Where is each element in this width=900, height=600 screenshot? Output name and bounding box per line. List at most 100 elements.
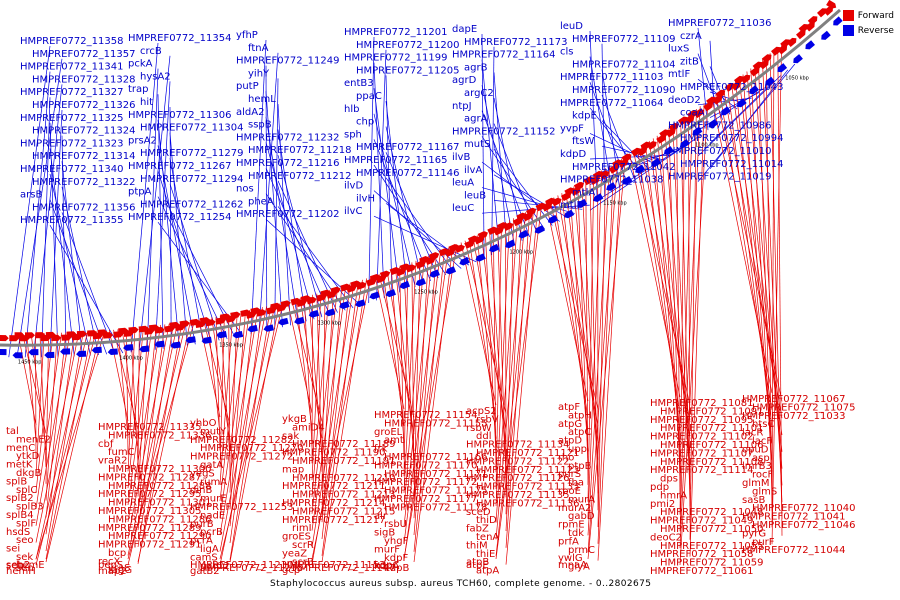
reverse-label-connector	[265, 116, 299, 324]
forward-gene-label: camS	[190, 552, 218, 563]
reverse-gene-label: yvpF	[560, 123, 584, 134]
forward-gene-label: opuD	[742, 444, 769, 455]
reverse-label-connector	[61, 212, 116, 354]
reverse-label-connector	[157, 145, 196, 345]
forward-label-connector	[495, 203, 543, 560]
reverse-label-connector	[49, 225, 124, 354]
reverse-label-connector	[589, 56, 613, 193]
forward-gene-arrow	[306, 296, 317, 305]
reverse-gene-label: leuB	[464, 190, 486, 201]
forward-label-connector	[137, 323, 174, 548]
reverse-label-connector	[493, 148, 553, 226]
forward-label-connector	[45, 332, 67, 518]
forward-label-connector	[413, 252, 437, 536]
forward-gene-arrow	[535, 202, 546, 212]
forward-gene-label: rho	[558, 452, 574, 463]
forward-gene-arrow	[706, 96, 716, 106]
reverse-gene-label: coaA	[680, 108, 705, 119]
reverse-label-connector	[169, 106, 172, 348]
forward-gene-arrow	[545, 197, 556, 207]
reverse-gene-arrow	[720, 106, 731, 116]
reverse-gene-arrow	[547, 214, 559, 224]
forward-gene-label: HMPREF0772_11301	[108, 498, 211, 509]
forward-gene-label: dinB	[190, 485, 212, 496]
forward-gene-label: atpH	[568, 410, 592, 421]
reverse-gene-arrow	[0, 349, 7, 356]
reverse-gene-label: HMPREF0772_11267	[128, 161, 231, 172]
scale-tick-label: 1200 kbp	[510, 250, 534, 256]
forward-label-connector	[311, 287, 338, 514]
forward-gene-label: lmrB3	[742, 461, 772, 472]
forward-gene-label: frk	[374, 444, 388, 455]
reverse-gene-label: HMPREF0772_11355	[20, 215, 123, 226]
forward-gene-label: atpE	[466, 560, 489, 571]
forward-gene-label: splB	[6, 476, 27, 487]
forward-gene-label: tagG	[108, 565, 132, 576]
forward-gene-label: rpoE	[558, 486, 581, 497]
forward-label-connector	[45, 331, 84, 552]
forward-label-connector	[762, 59, 783, 503]
reverse-gene-label: HMPREF0772_11038	[560, 175, 663, 186]
forward-gene-arrow	[399, 263, 410, 272]
reverse-gene-arrow	[44, 351, 55, 359]
reverse-gene-label: HMPREF0772_11216	[236, 158, 339, 169]
forward-label-connector	[127, 326, 144, 489]
forward-gene-arrow	[740, 74, 751, 84]
legend-item-reverse: Reverse	[842, 23, 894, 38]
reverse-gene-label: crcB	[140, 46, 162, 57]
forward-gene-label: map2	[98, 566, 127, 577]
scale-ticks: 1450 kbp 1400 kbp 1350 kbp 1300 kbp 1250 kbp…	[18, 76, 809, 366]
forward-gene-label: ptpB	[568, 461, 592, 472]
reverse-gene-label: HMPREF0772_11064	[560, 98, 663, 109]
forward-gene-label: menE2	[16, 434, 51, 445]
forward-gene-label: seo	[16, 535, 33, 546]
forward-label-connector	[495, 223, 502, 490]
legend-item-forward: Forward	[842, 8, 894, 23]
forward-gene-label: metK	[6, 460, 33, 471]
forward-label-connector	[316, 293, 323, 472]
forward-gene-arrow	[621, 153, 632, 163]
forward-gene-label: acpS2	[466, 406, 497, 417]
forward-gene-label: yhbO	[190, 418, 217, 429]
forward-gene-label: atpG	[558, 419, 582, 430]
forward-gene-label: sceD	[466, 507, 491, 518]
reverse-label-connector	[49, 173, 91, 356]
reverse-label-connector	[385, 126, 424, 284]
reverse-gene-label: pheA	[248, 196, 274, 207]
reverse-gene-arrow	[692, 126, 703, 136]
forward-gene-arrow	[102, 332, 114, 339]
reverse-gene-label: HMPREF0772_11356	[32, 202, 135, 213]
forward-gene-label: HMPREF0772_11153	[282, 560, 385, 571]
reverse-gene-arrow	[593, 193, 604, 202]
reverse-gene-arrow	[308, 309, 320, 318]
reverse-gene-arrow	[489, 243, 500, 253]
forward-gene-label: purS	[558, 469, 581, 480]
forward-gene-arrow	[454, 244, 465, 253]
forward-label-connector	[587, 160, 618, 553]
forward-gene-label: HMPREF0772_11041	[742, 512, 845, 523]
forward-label-connector	[311, 282, 355, 548]
reverse-gene-label: HMPREF0772_11325	[20, 113, 123, 124]
forward-gene-label: purB	[190, 519, 214, 530]
forward-gene-label: nadE	[200, 510, 225, 521]
forward-gene-label: dkgB	[16, 468, 41, 479]
forward-gene-label: hemH	[6, 566, 36, 577]
reverse-gene-label: HMPREF0772_11205	[356, 65, 459, 76]
forward-label-connector	[403, 257, 425, 510]
forward-label-connector	[321, 278, 367, 563]
reverse-gene-label: hysA2	[140, 71, 171, 82]
forward-label-connector	[219, 311, 242, 502]
forward-gene-label: HMPREF0772_11282	[190, 435, 293, 446]
forward-gene-label: HMPREF0772_11133	[476, 482, 579, 493]
reverse-label-connector	[33, 84, 63, 358]
reverse-gene-arrow	[821, 30, 831, 40]
reverse-gene-label: HMPREF0772_11036	[668, 18, 771, 29]
reverse-label-connector	[258, 52, 279, 333]
legend-label-reverse: Reverse	[857, 25, 894, 36]
reverse-label-connector	[373, 190, 462, 269]
forward-label-connector	[679, 106, 701, 549]
forward-gene-label: pcrA	[190, 536, 213, 547]
forward-gene-label: rpmE	[558, 520, 585, 531]
forward-gene-arrow	[599, 170, 610, 180]
forward-gene-label: HMPREF0772_11067	[742, 394, 845, 405]
